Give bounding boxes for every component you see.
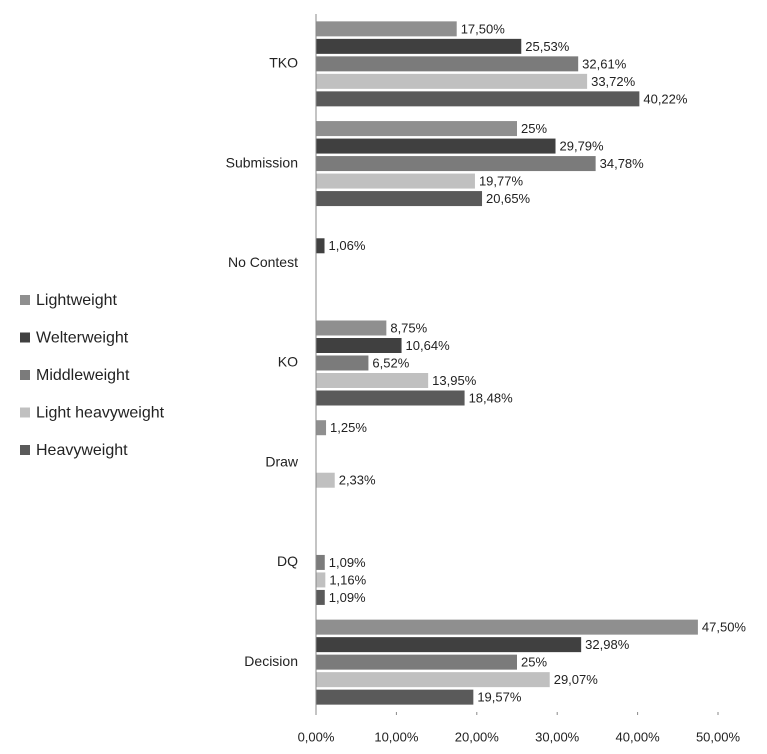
value-label: 1,06% bbox=[329, 238, 366, 253]
value-label: 1,25% bbox=[330, 420, 367, 435]
bar bbox=[316, 572, 326, 588]
legend-text: Welterweight bbox=[36, 330, 129, 347]
x-tick-label: 30,00% bbox=[535, 729, 580, 744]
bar bbox=[316, 589, 325, 605]
legend-text: Lightweight bbox=[36, 292, 118, 309]
value-label: 6,52% bbox=[372, 355, 409, 370]
category-label: Draw bbox=[265, 453, 299, 469]
x-tick-label: 20,00% bbox=[455, 729, 500, 744]
value-label: 19,57% bbox=[477, 690, 522, 705]
category-label: DQ bbox=[277, 553, 298, 569]
bar bbox=[316, 554, 325, 570]
value-label: 25% bbox=[521, 655, 547, 670]
value-label: 25% bbox=[521, 121, 547, 136]
value-label: 8,75% bbox=[390, 320, 427, 335]
category-label: KO bbox=[278, 354, 298, 370]
bar bbox=[316, 637, 582, 653]
value-label: 40,22% bbox=[643, 91, 688, 106]
bar bbox=[316, 56, 579, 72]
value-label: 34,78% bbox=[600, 156, 645, 171]
legend-swatch bbox=[20, 295, 30, 305]
bar bbox=[316, 373, 429, 388]
bar bbox=[316, 420, 327, 436]
value-label: 17,50% bbox=[461, 21, 506, 36]
value-label: 20,65% bbox=[486, 191, 531, 206]
legend-swatch bbox=[20, 332, 30, 343]
category-label: TKO bbox=[269, 55, 298, 71]
bar bbox=[316, 91, 640, 107]
value-label: 18,48% bbox=[469, 390, 514, 405]
value-label: 19,77% bbox=[479, 174, 524, 189]
bar bbox=[316, 138, 556, 154]
legend-text: Heavyweight bbox=[36, 442, 128, 459]
bar bbox=[316, 238, 325, 254]
legend-text: Light heavyweight bbox=[36, 405, 165, 422]
value-label: 10,64% bbox=[406, 338, 451, 353]
legend-text: Middleweight bbox=[36, 367, 130, 384]
bar bbox=[316, 472, 335, 488]
bar bbox=[316, 121, 517, 137]
bar bbox=[316, 619, 698, 635]
x-tick-label: 50,00% bbox=[696, 729, 741, 744]
value-label: 33,72% bbox=[591, 74, 636, 89]
value-label: 29,79% bbox=[560, 139, 605, 154]
category-label: Decision bbox=[244, 653, 298, 669]
bar bbox=[316, 320, 387, 336]
legend-swatch bbox=[20, 445, 30, 455]
value-label: 1,09% bbox=[329, 555, 366, 570]
bar bbox=[316, 173, 475, 189]
bar bbox=[316, 390, 465, 406]
bar bbox=[316, 191, 483, 207]
value-label: 29,07% bbox=[554, 672, 599, 687]
value-label: 32,98% bbox=[585, 637, 630, 652]
value-label: 13,95% bbox=[432, 373, 477, 388]
value-label: 2,33% bbox=[339, 473, 376, 488]
bar bbox=[316, 672, 550, 688]
bar bbox=[316, 38, 522, 54]
value-label: 32,61% bbox=[582, 56, 627, 71]
value-label: 25,53% bbox=[525, 39, 570, 54]
bar bbox=[316, 73, 588, 89]
value-label: 47,50% bbox=[702, 620, 747, 635]
bar bbox=[316, 689, 474, 705]
category-label: No Contest bbox=[228, 254, 298, 270]
bar bbox=[316, 156, 596, 172]
x-tick-label: 0,00% bbox=[298, 729, 335, 744]
legend-swatch bbox=[20, 407, 30, 418]
bar bbox=[316, 21, 457, 37]
value-label: 1,16% bbox=[329, 572, 366, 587]
category-label: Submission bbox=[226, 154, 298, 170]
x-tick-label: 40,00% bbox=[616, 729, 661, 744]
bar bbox=[316, 355, 369, 371]
value-label: 1,09% bbox=[329, 590, 366, 605]
legend-swatch bbox=[20, 370, 30, 380]
bar bbox=[316, 338, 402, 353]
bar bbox=[316, 654, 517, 670]
x-tick-label: 10,00% bbox=[374, 729, 419, 744]
